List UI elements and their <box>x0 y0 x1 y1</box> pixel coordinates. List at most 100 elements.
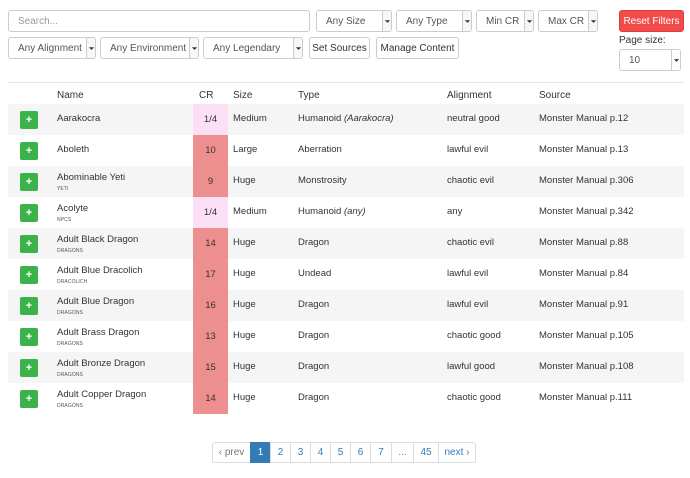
page-size-select[interactable]: 10 <box>619 49 681 71</box>
size-value: Huge <box>233 330 256 341</box>
size-value: Medium <box>233 206 267 217</box>
table-row[interactable]: + Aarakocra 1/4 Medium Humanoid (Aarakocra) n… <box>8 104 684 135</box>
legendary-select[interactable]: Any Legendary <box>203 37 303 59</box>
next-page-button[interactable]: next › <box>438 442 476 463</box>
monster-name[interactable]: Aboleth <box>57 144 90 155</box>
monster-name[interactable]: Aarakocra <box>57 113 101 124</box>
chevron-down-icon <box>382 11 391 31</box>
reset-filters-button[interactable]: Reset Filters <box>619 10 684 32</box>
alignment-value: neutral good <box>447 113 500 124</box>
monster-name[interactable]: Adult Black Dragon <box>57 234 139 245</box>
page-2-button[interactable]: 2 <box>270 442 291 463</box>
table-row[interactable]: + Adult Blue Dragon Dragons 16 Huge Dragon law… <box>8 290 684 321</box>
col-header-type[interactable]: Type <box>298 90 320 101</box>
col-header-cr[interactable]: CR <box>199 90 214 101</box>
min-cr-select[interactable]: Min CR <box>476 10 534 32</box>
page-size-label: Page size: <box>619 35 666 46</box>
add-monster-button[interactable]: + <box>20 204 38 222</box>
prev-page-button[interactable]: ‹ prev <box>212 442 251 463</box>
add-monster-button[interactable]: + <box>20 142 38 160</box>
max-cr-select[interactable]: Max CR <box>538 10 598 32</box>
add-monster-button[interactable]: + <box>20 297 38 315</box>
monster-name[interactable]: Acolyte <box>57 203 89 214</box>
source-value[interactable]: Monster Manual p.84 <box>539 268 629 279</box>
monster-name[interactable]: Adult Brass Dragon <box>57 327 140 338</box>
page-1-button[interactable]: 1 <box>250 442 271 463</box>
search-input[interactable]: Search... <box>8 10 310 32</box>
col-header-size[interactable]: Size <box>233 90 253 101</box>
page-45-button[interactable]: 45 <box>413 442 439 463</box>
page-7-button[interactable]: 7 <box>370 442 392 463</box>
add-monster-button[interactable]: + <box>20 266 38 284</box>
type-select[interactable]: Any Type <box>396 10 472 32</box>
monster-name[interactable]: Adult Blue Dragon <box>57 296 135 307</box>
size-value: Huge <box>233 268 256 279</box>
add-monster-button[interactable]: + <box>20 359 38 377</box>
max-cr-value: Max CR <box>548 15 585 27</box>
chevron-down-icon <box>86 38 95 58</box>
add-monster-button[interactable]: + <box>20 173 38 191</box>
manage-content-button[interactable]: Manage Content <box>376 37 459 59</box>
type-cell: Monstrosity <box>298 175 347 186</box>
type-cell: Dragon <box>298 237 329 248</box>
environment-select-value: Any Environment <box>110 42 187 54</box>
page-3-button[interactable]: 3 <box>290 442 311 463</box>
table-row[interactable]: + Adult Brass Dragon Dragons 13 Huge Dragon ch… <box>8 321 684 352</box>
table-row[interactable]: + Adult Bronze Dragon Dragons 15 Huge Dragon l… <box>8 352 684 383</box>
col-header-alignment[interactable]: Alignment <box>447 90 492 101</box>
table-row[interactable]: + Aboleth 10 Large Aberration lawful evil Mons… <box>8 135 684 166</box>
page-6-button[interactable]: 6 <box>350 442 371 463</box>
type-subtype: (any) <box>343 206 366 217</box>
cr-value: 10 <box>193 135 228 166</box>
source-value[interactable]: Monster Manual p.91 <box>539 299 629 310</box>
source-value[interactable]: Monster Manual p.12 <box>539 113 629 124</box>
type-subtype: (Aarakocra) <box>343 113 394 124</box>
add-monster-button[interactable]: + <box>20 390 38 408</box>
add-monster-button[interactable]: + <box>20 235 38 253</box>
monster-name[interactable]: Abominable Yeti <box>57 172 126 183</box>
table-row[interactable]: + Abominable Yeti Yeti 9 Huge Monstrosity chao… <box>8 166 684 197</box>
cr-value: 14 <box>193 228 228 259</box>
source-value[interactable]: Monster Manual p.111 <box>539 392 633 403</box>
alignment-value: lawful evil <box>447 299 489 310</box>
source-value[interactable]: Monster Manual p.108 <box>539 361 634 372</box>
table-row[interactable]: + Adult Black Dragon Dragons 14 Huge Dragon ch… <box>8 228 684 259</box>
source-value[interactable]: Monster Manual p.13 <box>539 144 629 155</box>
type-select-value: Any Type <box>406 15 448 27</box>
add-monster-button[interactable]: + <box>20 328 38 346</box>
set-sources-button[interactable]: Set Sources <box>309 37 370 59</box>
environment-select[interactable]: Any Environment <box>100 37 199 59</box>
source-value[interactable]: Monster Manual p.105 <box>539 330 634 341</box>
source-value[interactable]: Monster Manual p.342 <box>539 206 634 217</box>
monster-name[interactable]: Adult Copper Dragon <box>57 389 147 400</box>
alignment-value: chaotic evil <box>447 237 494 248</box>
alignment-select-value: Any Alignment <box>18 42 82 54</box>
page-4-button[interactable]: 4 <box>310 442 331 463</box>
cr-value: 15 <box>193 352 228 383</box>
source-value[interactable]: Monster Manual p.88 <box>539 237 629 248</box>
type-cell: Dragon <box>298 299 329 310</box>
table-row[interactable]: + Acolyte NPCs 1/4 Medium Humanoid (any) any Mo… <box>8 197 684 228</box>
type-cell: Dragon <box>298 361 329 372</box>
type-cell: Undead <box>298 268 331 279</box>
type-value: Undead <box>298 268 332 279</box>
add-monster-button[interactable]: + <box>20 111 38 129</box>
source-value[interactable]: Monster Manual p.306 <box>539 175 634 186</box>
size-value: Large <box>233 144 258 155</box>
size-value: Huge <box>233 392 256 403</box>
monster-name[interactable]: Adult Bronze Dragon <box>57 358 146 369</box>
size-select[interactable]: Any Size <box>316 10 392 32</box>
col-header-source[interactable]: Source <box>539 90 571 101</box>
page-5-button[interactable]: 5 <box>330 442 351 463</box>
monster-group-tag: Yeti <box>57 186 69 192</box>
alignment-value: any <box>447 206 463 217</box>
col-header-name[interactable]: Name <box>57 90 84 101</box>
monster-group-tag: Dragons <box>57 403 83 409</box>
alignment-value: chaotic good <box>447 330 501 341</box>
monster-group-tag: Dragons <box>57 341 83 347</box>
table-row[interactable]: + Adult Blue Dracolich Dracolich 17 Huge Unde… <box>8 259 684 290</box>
table-row[interactable]: + Adult Copper Dragon Dragons 14 Huge Dragon c… <box>8 383 684 414</box>
size-value: Medium <box>233 113 267 124</box>
monster-name[interactable]: Adult Blue Dracolich <box>57 265 143 276</box>
alignment-select[interactable]: Any Alignment <box>8 37 96 59</box>
